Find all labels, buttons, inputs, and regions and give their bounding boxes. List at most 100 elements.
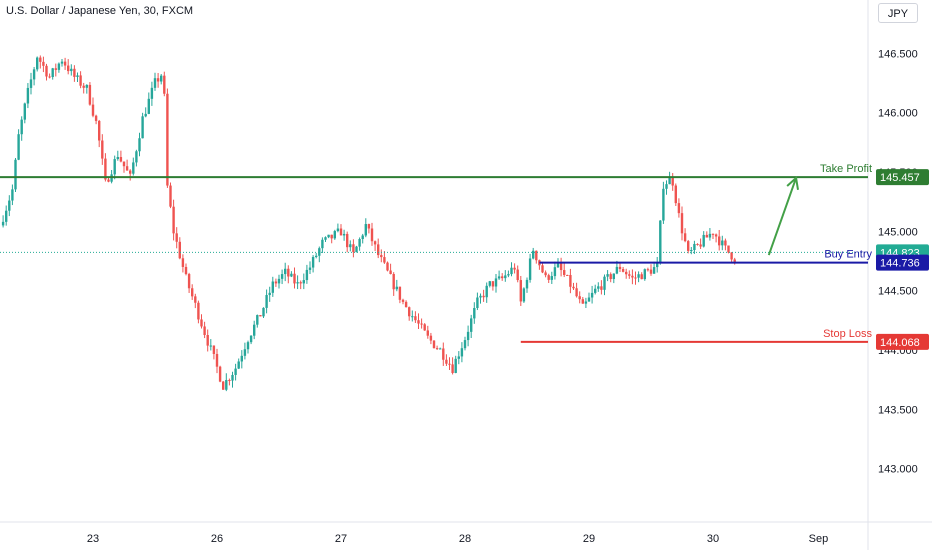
candle-body xyxy=(240,355,243,362)
candle-body xyxy=(640,274,643,280)
candle-body xyxy=(104,158,107,180)
y-tick-label: 143.000 xyxy=(878,464,918,476)
candle-body xyxy=(262,307,265,317)
candle-body xyxy=(321,239,324,249)
candle-body xyxy=(305,269,309,281)
candle-body xyxy=(197,302,200,320)
candle-body xyxy=(45,65,48,77)
candle-body xyxy=(451,364,454,373)
take-profit-tag-text: 145.457 xyxy=(880,172,920,184)
candle-body xyxy=(367,224,371,229)
candle-body xyxy=(67,65,70,72)
candle-body xyxy=(14,159,17,190)
candle-body xyxy=(597,286,600,289)
candle-body xyxy=(618,266,622,270)
candle-body xyxy=(383,257,386,263)
candle-body xyxy=(479,295,482,298)
candle-body xyxy=(522,288,526,302)
candle-body xyxy=(113,159,116,175)
candle-body xyxy=(26,87,30,104)
candle-body xyxy=(662,188,665,221)
currency-button[interactable]: JPY xyxy=(878,3,918,23)
candle-body xyxy=(346,233,349,248)
candle-body xyxy=(609,274,612,280)
candle-body xyxy=(150,87,154,99)
candle-body xyxy=(547,275,550,280)
candle-body xyxy=(429,335,433,341)
y-tick-label: 146.000 xyxy=(878,108,918,120)
candle-body xyxy=(631,275,634,278)
candle-body xyxy=(315,255,318,258)
candle-body xyxy=(584,301,588,304)
candle-body xyxy=(442,348,445,360)
candle-body xyxy=(721,240,724,246)
candle-body xyxy=(417,320,420,324)
candle-body xyxy=(222,381,225,390)
candle-body xyxy=(169,185,172,207)
x-tick-label: 28 xyxy=(459,533,471,545)
candle-body xyxy=(5,210,8,222)
candle-body xyxy=(287,268,290,277)
candle-body xyxy=(671,177,674,186)
candle-body xyxy=(308,267,312,270)
candle-body xyxy=(466,331,470,341)
candle-body xyxy=(404,301,408,308)
candle-body xyxy=(612,273,615,280)
candle-body xyxy=(386,262,389,271)
candle-body xyxy=(327,234,330,238)
x-tick-label: 26 xyxy=(211,533,223,545)
candle-body xyxy=(727,245,730,253)
candle-body xyxy=(206,335,209,346)
candle-body xyxy=(107,179,110,182)
candle-body xyxy=(228,379,231,381)
candle-body xyxy=(302,280,305,284)
candle-body xyxy=(324,237,327,240)
candle-body xyxy=(569,274,572,287)
candle-body xyxy=(191,288,194,297)
candle-body xyxy=(234,368,237,375)
y-tick-label: 144.500 xyxy=(878,286,918,298)
candle-body xyxy=(625,271,628,275)
candle-body xyxy=(575,288,578,297)
candle-body xyxy=(284,268,287,275)
y-tick-label: 145.000 xyxy=(878,226,918,238)
candle-body xyxy=(680,213,684,234)
candle-body xyxy=(711,233,715,235)
candle-body xyxy=(259,315,262,317)
candle-body xyxy=(445,359,448,364)
candle-body xyxy=(733,259,736,263)
trend-arrow-shaft[interactable] xyxy=(767,177,798,256)
candle-body xyxy=(342,233,346,236)
x-tick-label: Sep xyxy=(809,533,829,545)
candle-body xyxy=(70,68,73,72)
buy-entry-label: Buy Entry xyxy=(824,249,872,261)
candle-body xyxy=(525,279,529,289)
candle-body xyxy=(516,269,519,281)
candle-body xyxy=(454,358,457,373)
candle-body xyxy=(643,269,646,280)
candle-body xyxy=(141,116,144,139)
candle-body xyxy=(129,170,132,174)
candle-body xyxy=(544,272,547,276)
candle-body xyxy=(628,274,631,276)
candle-body xyxy=(501,276,504,279)
candle-body xyxy=(550,276,553,280)
candle-body xyxy=(166,93,169,186)
x-tick-label: 23 xyxy=(87,533,99,545)
candle-body xyxy=(209,345,212,347)
candle-body xyxy=(311,257,315,268)
candle-body xyxy=(57,63,61,70)
candle-body xyxy=(194,296,197,303)
candle-body xyxy=(181,258,185,267)
candle-body xyxy=(730,252,733,260)
candle-body xyxy=(652,267,656,274)
candle-body xyxy=(160,75,163,82)
candle-body xyxy=(606,274,609,277)
candle-body xyxy=(116,157,119,160)
candle-body xyxy=(54,68,57,70)
candle-body xyxy=(29,79,33,88)
candle-body xyxy=(389,270,392,275)
stop-loss-label: Stop Loss xyxy=(823,328,872,340)
